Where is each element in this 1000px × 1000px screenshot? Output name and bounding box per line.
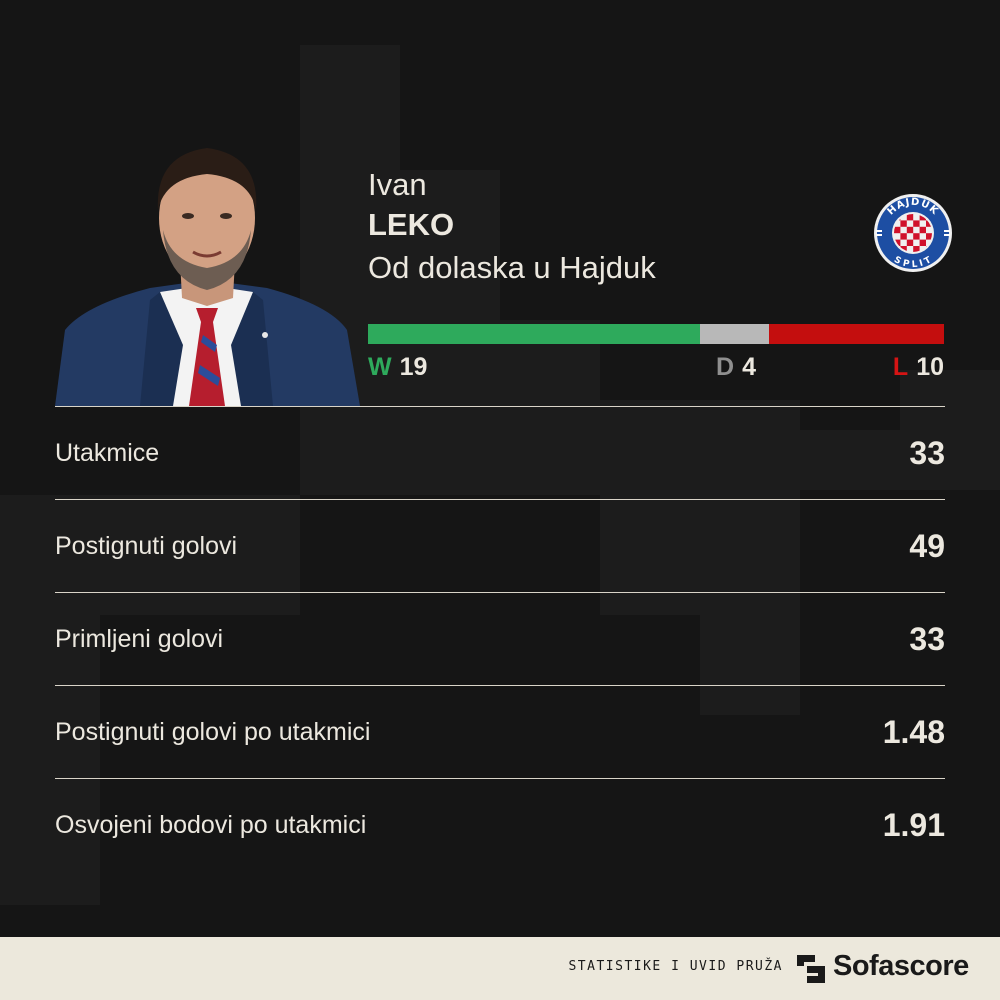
- losses-letter: L: [892, 353, 909, 381]
- stat-label: Primljeni golovi: [55, 624, 224, 653]
- stat-value: 33: [909, 620, 945, 657]
- stat-label: Osvojeni bodovi po utakmici: [55, 810, 367, 839]
- stat-label: Utakmice: [55, 438, 160, 467]
- background-shape: [700, 615, 800, 715]
- background-shape: [0, 495, 300, 615]
- stat-value: 1.48: [882, 713, 945, 750]
- period-subtitle: Od dolaska u Hajduk: [368, 250, 656, 285]
- sofascore-brand: Sofascore: [833, 950, 969, 982]
- wins-segment: [368, 324, 700, 344]
- wins-letter: W: [368, 353, 392, 381]
- coach-photo: [55, 130, 360, 406]
- stat-row: Utakmice 33: [55, 406, 945, 499]
- draws-value: 4: [742, 353, 756, 381]
- losses-label: L 10: [893, 351, 944, 383]
- background-shape: [800, 430, 1000, 490]
- club-badge-icon: HAJDUK SPLIT: [873, 193, 953, 273]
- stat-value: 1.91: [882, 806, 945, 843]
- wins-value: 19: [399, 353, 428, 381]
- background-shape: [300, 45, 400, 495]
- sofascore-logo-icon: [795, 953, 827, 985]
- background-shape: [900, 370, 1000, 430]
- draws-letter: D: [716, 353, 735, 381]
- footer-credit: STATISTIKE I UVID PRUŽA: [568, 959, 783, 974]
- stat-label: Postignuti golovi po utakmici: [55, 717, 371, 746]
- stats-table: Utakmice 33 Postignuti golovi 49 Primlje…: [55, 406, 945, 871]
- draws-segment: [699, 324, 770, 344]
- background-shape: [0, 615, 100, 905]
- results-bar: [368, 324, 944, 344]
- losses-segment: [769, 324, 944, 344]
- background-shape: [600, 400, 800, 615]
- stat-value: 33: [909, 434, 945, 471]
- stat-row: Primljeni golovi 33: [55, 592, 945, 685]
- stat-value: 49: [909, 527, 945, 564]
- coach-first-name: Ivan: [368, 167, 427, 202]
- wins-label: W 19: [368, 351, 427, 383]
- stat-label: Postignuti golovi: [55, 531, 238, 560]
- losses-value: 10: [916, 353, 944, 381]
- stat-row: Postignuti golovi po utakmici 1.48: [55, 685, 945, 778]
- coach-last-name: LEKO: [368, 207, 455, 242]
- background-shape: [500, 320, 600, 495]
- stat-row: Postignuti golovi 49: [55, 499, 945, 592]
- footer: STATISTIKE I UVID PRUŽA Sofascore: [0, 937, 1000, 1000]
- stat-row: Osvojeni bodovi po utakmici 1.91: [55, 778, 945, 871]
